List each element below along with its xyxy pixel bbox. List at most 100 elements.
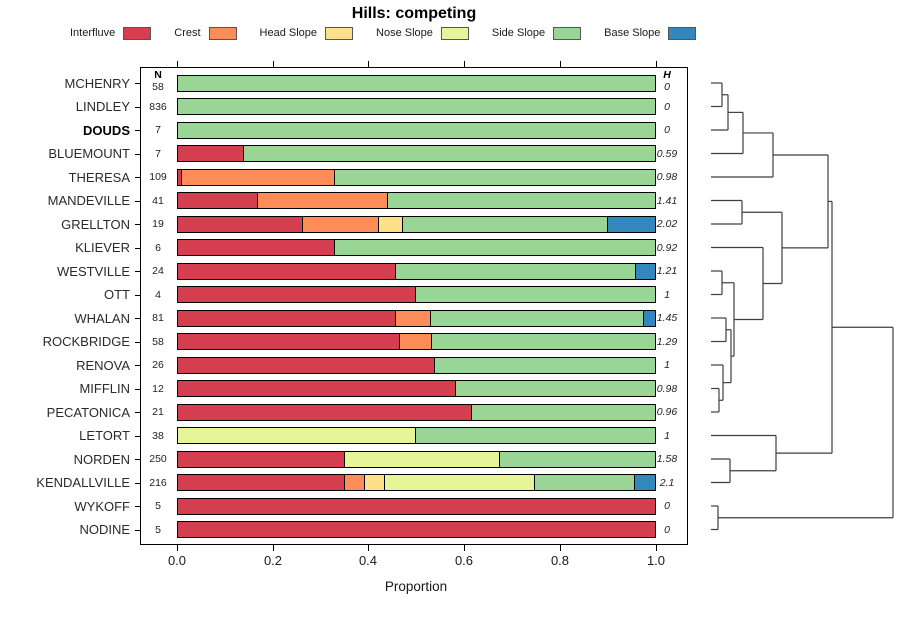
n-value-bluemount: 7 [155,147,161,160]
category-tick [135,248,140,249]
bar-segment-interfluve [177,309,396,327]
h-value-lindley: 0 [664,100,670,113]
x-axis-tick-bottom [464,545,465,551]
category-tick [135,271,140,272]
row-label-nodine: NODINE [79,522,130,537]
x-axis-tick-bottom [560,545,561,551]
bar-segment-nose-slope [177,427,416,444]
x-axis-tick-label: 0.4 [358,553,378,568]
bar-segment-side-slope [334,239,656,256]
category-tick [135,318,140,319]
bar-segment-crest [399,333,432,350]
n-value-letort: 38 [152,429,164,442]
row-label-mifflin: MIFFLIN [79,381,130,396]
h-value-renova: 1 [664,359,670,371]
bar-segment-side-slope [177,121,656,139]
x-axis-tick-top [656,61,657,67]
category-tick [135,342,140,343]
row-label-theresa: THERESA [68,169,130,185]
category-tick [135,201,140,202]
row-label-renova: RENOVA [76,357,130,373]
dendrogram [711,82,894,531]
legend-item-interfluve: Interfluve [70,26,152,40]
category-tick [135,389,140,390]
bar-segment-interfluve [177,450,345,468]
legend-label-crest: Crest [174,27,201,39]
h-value-douds: 0 [664,124,670,136]
n-value-mandeville: 41 [152,194,164,207]
legend-swatch-nose-slope [440,26,469,40]
category-tick [135,365,140,366]
x-axis-tick-label: 1.0 [646,553,666,568]
bar-segment-interfluve [177,286,416,303]
bar-segment-base-slope [607,215,656,233]
bar-segment-base-slope [634,474,656,491]
row-label-kendallville: KENDALLVILLE [36,475,130,490]
bar-segment-head-slope [364,474,385,491]
bar-segment-interfluve [177,145,244,162]
row-label-mchenry: MCHENRY [64,75,131,91]
plot-area-border [140,67,688,545]
bar-segment-side-slope [499,450,656,468]
row-label-whalan: WHALAN [74,310,130,326]
row-label-pecatonica: PECATONICA [46,404,130,420]
bar-segment-interfluve [177,262,396,280]
row-label-lindley: LINDLEY [75,99,130,114]
bar-segment-crest [344,474,365,491]
bar-segment-side-slope [471,403,656,421]
bar-segment-interfluve [177,521,656,538]
category-tick [135,436,140,437]
bar-segment-interfluve [177,474,345,491]
bar-segment-crest [302,215,379,233]
category-tick [135,506,140,507]
category-tick [135,107,140,108]
bar-segment-side-slope [534,474,635,491]
legend-label-base-slope: Base Slope [604,27,661,39]
legend-label-head-slope: Head Slope [259,27,318,39]
bar-segment-crest [257,192,388,209]
row-label-mandeville: MANDEVILLE [47,193,130,208]
legend-label-side-slope: Side Slope [491,27,546,39]
bar-segment-side-slope [395,262,636,280]
bar-segment-side-slope [415,286,656,303]
legend-swatch-interfluve [123,26,152,40]
h-value-ott: 1 [664,288,670,301]
x-axis-tick-top [273,61,274,67]
h-value-bluemount: 0.59 [656,147,678,160]
bar-segment-base-slope [643,309,656,327]
category-tick [135,83,140,84]
x-axis-tick-label: 0.0 [167,553,187,568]
category-tick [135,154,140,155]
x-axis-tick-label: 0.8 [550,553,570,568]
n-value-whalan: 81 [152,312,164,324]
h-value-whalan: 1.45 [656,312,678,324]
bar-segment-side-slope [455,380,656,397]
bar-segment-interfluve [177,497,656,515]
n-value-mifflin: 12 [152,382,164,395]
legend-swatch-head-slope [325,26,354,40]
bar-segment-nose-slope [384,474,535,491]
n-value-nodine: 5 [155,523,161,536]
x-axis-tick-bottom [273,545,274,551]
h-value-theresa: 0.98 [656,171,678,183]
h-value-grellton: 2.02 [656,218,678,230]
n-value-renova: 26 [152,359,164,371]
h-value-westville: 1.21 [656,265,678,277]
n-value-norden: 250 [149,453,167,465]
legend-label-nose-slope: Nose Slope [376,27,433,39]
row-label-bluemount: BLUEMOUNT [48,146,130,161]
bar-segment-side-slope [415,427,656,444]
x-axis-tick-top [560,61,561,67]
category-tick [135,130,140,131]
bar-segment-side-slope [430,309,644,327]
bar-segment-interfluve [177,403,472,421]
legend-item-nose-slope: Nose Slope [376,26,469,40]
category-tick [135,459,140,460]
row-label-ott: OTT [104,287,130,302]
h-value-mchenry: 0 [664,81,670,93]
bar-segment-base-slope [635,262,656,280]
bar-segment-side-slope [243,145,656,162]
bar-segment-side-slope [334,168,656,186]
x-axis-tick-label: 0.2 [263,553,283,568]
